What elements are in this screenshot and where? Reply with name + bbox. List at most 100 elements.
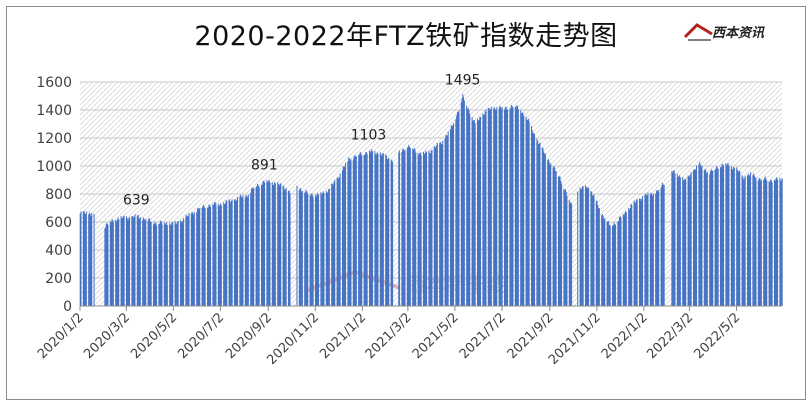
bar (721, 164, 723, 306)
bar (736, 167, 738, 306)
bar (321, 193, 323, 306)
bar (701, 165, 703, 306)
bar (442, 140, 444, 306)
bar (458, 110, 460, 306)
bar (779, 177, 781, 306)
bar (370, 150, 372, 306)
bar (312, 197, 314, 306)
bar (417, 153, 419, 306)
bar (585, 186, 587, 306)
bar (261, 184, 263, 306)
bar (565, 191, 567, 306)
bar (771, 182, 773, 306)
bar (322, 191, 324, 306)
bar (775, 178, 777, 306)
bar (84, 213, 86, 306)
bar (247, 197, 249, 306)
bar (387, 158, 389, 306)
bar (380, 154, 382, 306)
x-tick-label: 2020/3/2 (81, 310, 133, 362)
bar (419, 153, 421, 306)
bar (187, 215, 189, 306)
x-tick-label: 2021/3/2 (363, 310, 415, 362)
bar (188, 212, 190, 306)
data-label: 1103 (351, 128, 387, 144)
y-tick-label: 400 (45, 243, 72, 259)
bar (531, 130, 533, 306)
bar (580, 189, 582, 306)
bar (477, 120, 479, 307)
bar (547, 159, 549, 306)
bar (85, 211, 87, 306)
bar (306, 192, 308, 306)
bar (662, 184, 664, 306)
bar (652, 195, 654, 306)
bar (757, 180, 759, 306)
bar (490, 109, 492, 306)
y-tick-label: 0 (63, 299, 72, 315)
bar (193, 214, 195, 306)
bar (256, 186, 258, 306)
bar (115, 220, 117, 306)
bar (494, 109, 496, 307)
bar (334, 179, 336, 306)
bar (267, 182, 269, 306)
bar (268, 179, 270, 306)
bar (628, 209, 630, 306)
bar (723, 165, 725, 306)
bar (328, 188, 330, 306)
bar (415, 152, 417, 306)
bar (754, 178, 756, 306)
bar (499, 105, 501, 306)
bar (530, 125, 532, 306)
bar (325, 190, 327, 306)
bar (482, 113, 484, 306)
bar (736, 169, 738, 306)
bar (234, 199, 236, 306)
bar (644, 194, 646, 306)
bar (127, 220, 129, 306)
bar (120, 216, 122, 306)
bar (682, 177, 684, 306)
bar (446, 135, 448, 306)
bar (210, 206, 212, 306)
bar (223, 204, 225, 306)
bar (278, 185, 280, 306)
bar (250, 189, 252, 306)
x-tick-label: 2021/7/2 (457, 310, 509, 362)
bar (728, 165, 730, 306)
bar (287, 191, 289, 306)
bar (283, 186, 285, 306)
bar (554, 167, 556, 306)
bar (382, 153, 384, 306)
bar (726, 165, 728, 306)
bar (515, 107, 517, 306)
bar (341, 170, 343, 306)
bar (525, 116, 527, 307)
bar (457, 112, 459, 306)
bar (493, 108, 495, 307)
bar (213, 202, 215, 306)
bar (336, 178, 338, 306)
bar (229, 200, 231, 306)
bar (625, 210, 627, 306)
bar (462, 94, 464, 307)
bar (430, 150, 432, 306)
bar (122, 218, 124, 306)
x-tick-label: 2022/1/2 (599, 310, 651, 362)
bar (617, 221, 619, 306)
bar (136, 215, 138, 306)
bar (407, 146, 409, 306)
bar (694, 170, 696, 306)
bar (558, 176, 560, 306)
y-tick-label: 1000 (36, 159, 72, 175)
bar (343, 166, 345, 306)
bar (699, 164, 701, 306)
bar (144, 220, 146, 306)
bar (467, 108, 469, 307)
bar (251, 187, 253, 306)
bar (700, 166, 702, 306)
bar (126, 218, 128, 306)
bar (570, 202, 572, 306)
bar (693, 169, 695, 306)
